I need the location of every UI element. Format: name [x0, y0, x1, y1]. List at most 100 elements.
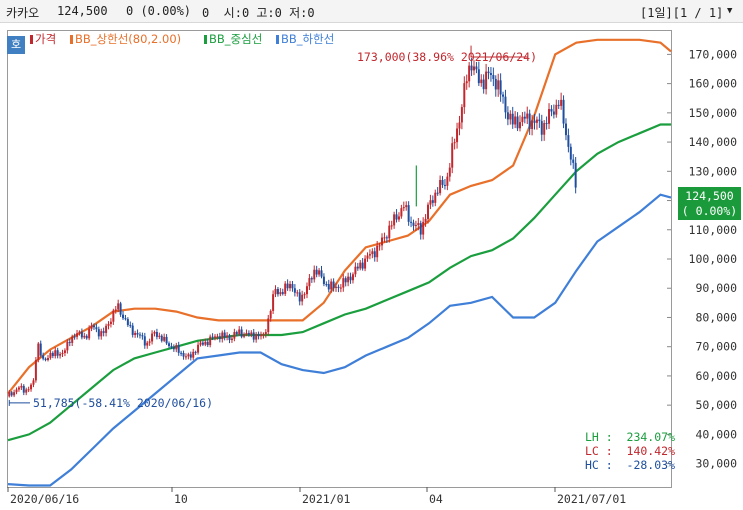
candle-body	[66, 341, 69, 351]
legend-middle-marker	[204, 35, 207, 44]
low-annotation: 51,785(-58.41% 2020/06/16)	[33, 396, 213, 410]
candle-body	[303, 294, 306, 296]
candle-body	[310, 278, 313, 280]
candle-body	[117, 303, 120, 310]
header-dropdown-icon[interactable]: ▼	[727, 6, 733, 16]
candle-body	[492, 74, 495, 79]
candle-body	[514, 116, 517, 125]
candle-body	[262, 334, 265, 336]
candle-body	[485, 71, 488, 90]
candle-body	[453, 142, 456, 144]
candle-body	[381, 237, 384, 246]
current-price-box: 124,500 ( 0.00%)	[678, 187, 741, 220]
candle-body	[105, 325, 108, 333]
candle-body	[468, 65, 471, 82]
y-tick-label: 60,000	[695, 369, 737, 383]
page-indicator[interactable]: [1일][1 / 1]	[640, 6, 724, 20]
candle-body	[148, 341, 151, 343]
candle-body	[197, 344, 200, 353]
candle-body	[305, 286, 308, 295]
candle-body	[211, 336, 214, 338]
candle-body	[272, 294, 275, 311]
candle-body	[533, 120, 536, 123]
chart-header: 카카오 124,500 0 (0.00%) 0 시:0 고:0 저:0 [1일]…	[0, 0, 743, 23]
candle-body	[308, 278, 311, 287]
candle-body	[414, 225, 417, 227]
candle-body	[51, 352, 54, 357]
candle-body	[259, 335, 262, 337]
legend-middle-band[interactable]: BB_중심선	[204, 31, 262, 47]
candle-body	[238, 329, 241, 334]
candle-body	[506, 112, 509, 120]
candle-body	[574, 162, 577, 188]
stock-name: 카카오	[6, 6, 40, 20]
candle-body	[274, 288, 277, 295]
legend-price[interactable]: 가격	[30, 31, 56, 47]
candle-body	[472, 66, 475, 71]
candle-body	[34, 359, 37, 381]
candle-body	[499, 80, 502, 95]
candle-body	[402, 207, 405, 209]
candle-body	[42, 355, 45, 359]
candle-body	[477, 69, 480, 84]
candle-body	[441, 179, 444, 185]
candle-body	[30, 384, 33, 390]
candle-body	[170, 346, 173, 348]
candle-body	[431, 200, 434, 203]
candle-body	[252, 332, 255, 340]
candle-body	[214, 336, 217, 338]
legend-lower-marker	[276, 35, 279, 44]
candle-body	[216, 336, 219, 338]
candle-body	[59, 353, 62, 356]
candle-body	[296, 292, 299, 294]
candle-body	[330, 281, 333, 290]
y-tick-label: 110,000	[689, 223, 738, 237]
candle-body	[175, 345, 178, 350]
candle-body	[385, 237, 388, 239]
y-tick-label: 100,000	[689, 252, 738, 266]
legend-price-marker	[30, 35, 33, 44]
legend-lower-band[interactable]: BB_하한선	[276, 31, 334, 47]
candle-body	[114, 309, 117, 311]
candle-body	[511, 113, 514, 125]
y-tick-label: 130,000	[689, 164, 738, 178]
candle-body	[347, 276, 350, 283]
stat-hc: HC : -28.03%	[585, 458, 676, 472]
candle-body	[318, 270, 321, 275]
candle-body	[136, 332, 139, 335]
legend-upper-label: BB_상한선(80,2.00)	[75, 32, 182, 46]
candle-body	[552, 111, 555, 115]
candle-body	[257, 334, 260, 337]
candle-body	[134, 332, 137, 335]
candle-body	[359, 262, 362, 269]
candle-body	[397, 216, 400, 220]
legend-upper-band[interactable]: BB_상한선(80,2.00)	[70, 31, 181, 47]
candle-body	[494, 78, 497, 90]
candle-body	[61, 352, 64, 354]
candle-body	[523, 116, 526, 119]
candle-body	[122, 314, 125, 319]
candle-body	[131, 325, 134, 335]
candle-body	[412, 222, 415, 226]
candle-body	[545, 123, 548, 125]
candle-body	[184, 356, 187, 358]
candle-body	[206, 341, 209, 346]
candle-body	[39, 343, 42, 356]
zoom-toggle-button[interactable]: 호	[7, 36, 25, 54]
price-change: 0 (0.00%)	[126, 4, 192, 18]
candle-body	[489, 73, 492, 75]
candle-body	[49, 352, 52, 358]
candle-body	[480, 79, 483, 84]
candle-body	[163, 336, 166, 341]
candle-body	[540, 121, 543, 135]
candle-body	[109, 321, 112, 325]
candle-body	[138, 334, 141, 336]
candle-body	[107, 324, 110, 326]
candle-body	[284, 283, 287, 294]
candle-body	[201, 342, 204, 345]
candle-body	[76, 333, 79, 337]
candle-body	[8, 392, 11, 397]
candle-body	[465, 81, 468, 84]
